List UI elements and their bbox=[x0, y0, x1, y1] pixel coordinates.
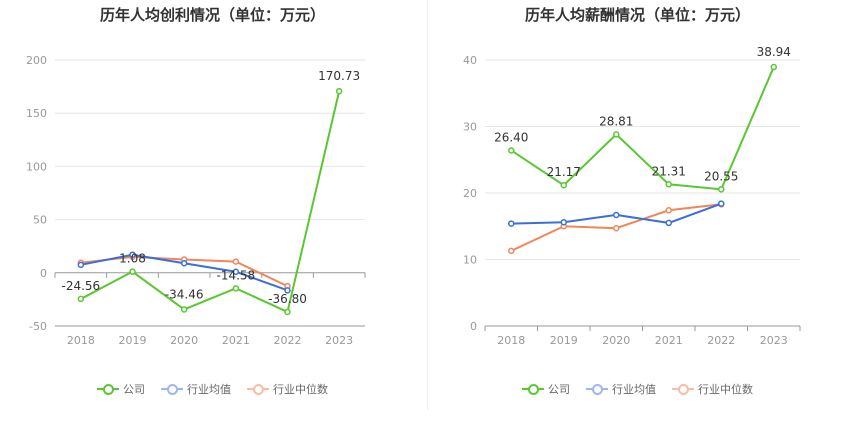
salary-chart-panel: 历年人均薪酬情况（单位：万元） 0 10 20 30 40 2018 2019 2020 202… bbox=[425, 0, 850, 437]
data-label: 21.17 bbox=[547, 165, 581, 179]
x-tick-label: 2020 bbox=[602, 334, 630, 347]
y-tick-label: 0 bbox=[40, 267, 47, 280]
x-tick-label: 2018 bbox=[67, 334, 95, 347]
data-point bbox=[129, 251, 136, 258]
data-point bbox=[508, 147, 515, 154]
x-tick-label: 2022 bbox=[274, 334, 302, 347]
profit-chart-panel: 历年人均创利情况（单位：万元） -50 0 50 100 150 200 2018 2019 2… bbox=[0, 6, 425, 397]
data-point bbox=[508, 247, 515, 255]
data-point bbox=[232, 285, 240, 292]
legend-line-circle-icon bbox=[161, 383, 183, 395]
y-tick-label: 30 bbox=[463, 121, 477, 134]
y-tick-label: 20 bbox=[463, 187, 477, 200]
data-point bbox=[232, 268, 240, 275]
legend-line-circle-icon bbox=[522, 383, 544, 395]
legend-item-industry-median[interactable]: 行业中位数 bbox=[247, 381, 328, 397]
series-line bbox=[80, 90, 341, 314]
x-tick-label: 2020 bbox=[170, 334, 198, 347]
x-tick-label: 2022 bbox=[707, 334, 735, 347]
data-point bbox=[77, 295, 85, 303]
data-point bbox=[232, 258, 240, 265]
legend-item-company[interactable]: 公司 bbox=[522, 381, 570, 397]
data-label: -14.58 bbox=[216, 268, 255, 282]
x-tick-label: 2021 bbox=[655, 334, 683, 347]
y-tick-label: 40 bbox=[463, 54, 477, 67]
legend-item-industry-median[interactable]: 行业中位数 bbox=[672, 381, 753, 397]
data-label: 38.94 bbox=[757, 45, 791, 59]
y-tick-label: 0 bbox=[470, 320, 477, 333]
data-label: 26.40 bbox=[494, 130, 528, 144]
data-point bbox=[180, 306, 188, 313]
data-label: 28.81 bbox=[599, 114, 633, 128]
profit-chart-title: 历年人均创利情况（单位：万元） bbox=[99, 6, 325, 24]
data-point bbox=[560, 181, 567, 189]
data-point bbox=[665, 181, 672, 188]
data-label: 1.08 bbox=[119, 252, 146, 266]
panel-divider bbox=[427, 0, 428, 410]
data-point bbox=[665, 219, 672, 227]
x-tick-label: 2023 bbox=[760, 334, 788, 347]
data-point bbox=[180, 259, 188, 267]
data-label: -36.80 bbox=[268, 292, 307, 306]
salary-chart-legend: 公司 行业均值 行业中位数 bbox=[425, 381, 850, 397]
y-tick-label: 150 bbox=[26, 107, 47, 120]
data-label: 20.55 bbox=[704, 169, 738, 183]
x-tick-label: 2021 bbox=[222, 334, 250, 347]
profit-chart: -50 0 50 100 150 200 2018 2019 2020 2021 2022 2023 -… bbox=[26, 54, 366, 347]
data-label: -34.46 bbox=[165, 287, 204, 301]
legend-line-circle-icon bbox=[97, 383, 119, 395]
legend-line-circle-icon bbox=[247, 383, 269, 395]
y-tick-label: -50 bbox=[29, 320, 47, 333]
x-tick-label: 2019 bbox=[550, 334, 578, 347]
x-tick-label: 2019 bbox=[119, 334, 147, 347]
y-tick-label: 50 bbox=[33, 214, 47, 227]
data-point bbox=[613, 211, 620, 219]
data-label: 170.73 bbox=[318, 69, 360, 83]
y-tick-label: 10 bbox=[463, 254, 477, 267]
data-point bbox=[335, 87, 343, 95]
legend-item-industry-mean[interactable]: 行业均值 bbox=[161, 381, 231, 397]
x-tick-label: 2023 bbox=[325, 334, 353, 347]
legend-line-circle-icon bbox=[672, 383, 694, 395]
data-point bbox=[613, 131, 620, 138]
data-label: -24.56 bbox=[61, 279, 100, 293]
x-tick-label: 2018 bbox=[497, 334, 525, 347]
data-point bbox=[508, 220, 515, 227]
data-point bbox=[718, 186, 725, 193]
legend-label: 公司 bbox=[548, 383, 570, 396]
data-point bbox=[665, 207, 672, 214]
y-tick-label: 100 bbox=[26, 160, 47, 173]
legend-label: 公司 bbox=[123, 383, 145, 396]
salary-chart: 0 10 20 30 40 2018 2019 2020 2021 2022 2023 26.40 21… bbox=[463, 45, 801, 347]
legend-line-circle-icon bbox=[586, 383, 608, 395]
data-point bbox=[770, 63, 777, 71]
salary-chart-title: 历年人均薪酬情况（单位：万元） bbox=[524, 6, 750, 24]
data-point bbox=[718, 200, 725, 207]
legend-label: 行业中位数 bbox=[698, 383, 753, 396]
legend-item-company[interactable]: 公司 bbox=[97, 381, 145, 397]
data-point bbox=[560, 219, 567, 226]
legend-label: 行业均值 bbox=[612, 383, 656, 396]
profit-chart-legend: 公司 行业均值 行业中位数 bbox=[0, 381, 425, 397]
data-point bbox=[613, 224, 620, 232]
legend-item-industry-mean[interactable]: 行业均值 bbox=[586, 381, 656, 397]
series-line bbox=[510, 66, 775, 191]
data-point bbox=[284, 287, 291, 294]
data-point bbox=[129, 268, 136, 275]
data-label: 21.31 bbox=[652, 164, 686, 178]
legend-label: 行业中位数 bbox=[273, 383, 328, 396]
data-point bbox=[77, 261, 85, 269]
y-tick-label: 200 bbox=[26, 54, 47, 67]
data-point bbox=[284, 308, 291, 316]
legend-label: 行业均值 bbox=[187, 383, 231, 396]
